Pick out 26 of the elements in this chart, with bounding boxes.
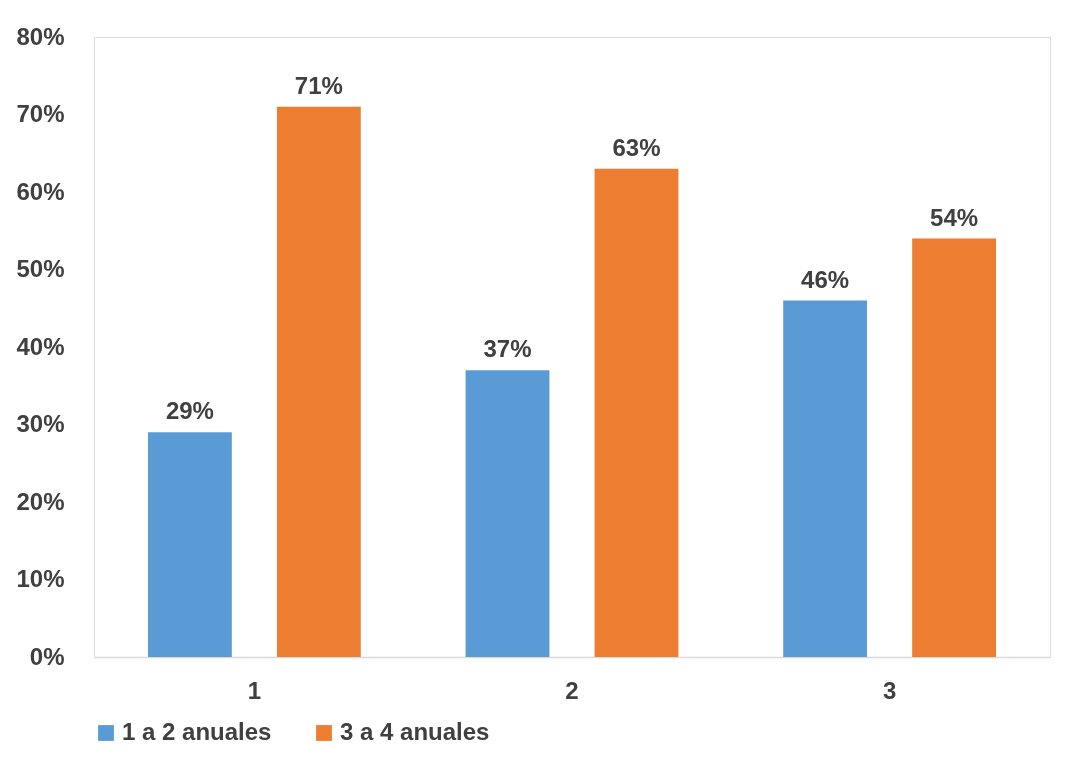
bar — [147, 432, 232, 657]
data-label: 71% — [294, 71, 343, 99]
data-label: 63% — [612, 133, 661, 161]
legend-label: 3 a 4 anuales — [340, 718, 490, 745]
y-tick-label: 30% — [16, 410, 65, 437]
y-tick-label: 80% — [16, 22, 65, 50]
data-label: 37% — [483, 335, 532, 363]
bar — [783, 300, 868, 657]
y-tick-label: 60% — [16, 177, 65, 205]
x-tick-label: 1 — [247, 676, 262, 704]
data-label: 46% — [801, 265, 850, 293]
bar — [465, 370, 550, 657]
y-tick-label: 50% — [16, 255, 65, 282]
y-tick-label: 20% — [16, 487, 65, 515]
y-tick-label: 40% — [16, 332, 65, 360]
x-tick-label: 2 — [565, 676, 579, 704]
legend-label: 1 a 2 anuales — [122, 718, 272, 745]
data-label: 29% — [165, 397, 214, 425]
y-tick-label: 70% — [16, 100, 65, 127]
data-label: 54% — [930, 203, 979, 231]
bar — [276, 106, 361, 657]
y-tick-label: 10% — [16, 565, 65, 592]
bar — [912, 238, 997, 657]
x-tick-label: 3 — [882, 676, 897, 704]
y-tick-label: 0% — [29, 642, 65, 670]
bar — [594, 168, 679, 657]
